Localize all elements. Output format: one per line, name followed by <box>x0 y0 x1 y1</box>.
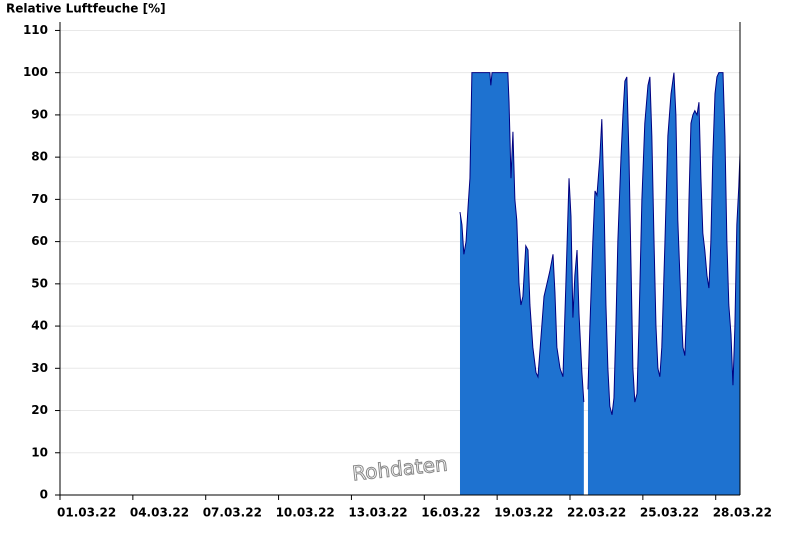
y-tick-label: 50 <box>31 276 48 290</box>
watermark: Rohdaten <box>351 452 449 486</box>
area-outline <box>459 72 585 403</box>
x-tick-label: 25.03.22 <box>640 506 699 520</box>
y-tick-label: 10 <box>31 445 48 459</box>
x-tick-label: 28.03.22 <box>713 506 772 520</box>
x-tick-label: 13.03.22 <box>348 506 407 520</box>
y-tick-label: 40 <box>31 319 48 333</box>
area <box>459 72 584 496</box>
x-tick-label: 01.03.22 <box>57 506 116 520</box>
chart-title: Relative Luftfeuche [%] <box>6 2 166 16</box>
x-tick-label: 22.03.22 <box>567 506 626 520</box>
x-tick-label: 16.03.22 <box>421 506 480 520</box>
y-tick-label: 80 <box>31 150 48 164</box>
x-tick-label: 19.03.22 <box>494 506 553 520</box>
y-tick-label: 0 <box>40 488 48 502</box>
x-tick-label: 07.03.22 <box>203 506 262 520</box>
y-tick-label: 30 <box>31 361 48 375</box>
y-tick-label: 20 <box>31 403 48 417</box>
y-tick-label: 60 <box>31 234 48 248</box>
y-tick-label: 100 <box>23 65 48 79</box>
y-tick-label: 70 <box>31 192 48 206</box>
y-tick-label: 90 <box>31 107 48 121</box>
area-outline <box>587 72 741 415</box>
y-tick-label: 110 <box>23 23 48 37</box>
x-tick-label: 04.03.22 <box>130 506 189 520</box>
x-tick-label: 10.03.22 <box>276 506 335 520</box>
